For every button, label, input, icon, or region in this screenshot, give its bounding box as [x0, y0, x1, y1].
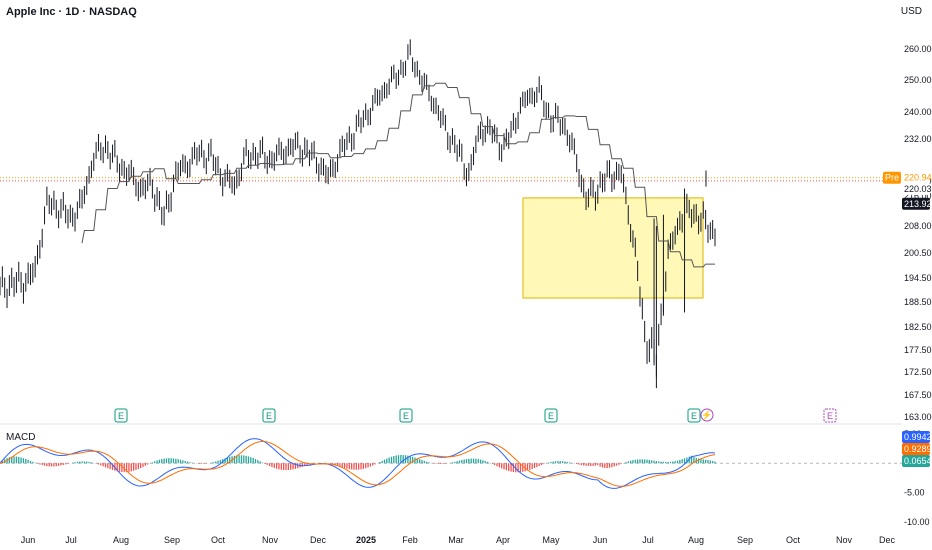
time-axis-tick: Nov	[836, 535, 853, 545]
price-axis-tick: 182.50	[904, 322, 932, 332]
macd-axis-tick: -10.00	[904, 517, 930, 527]
price-axis-tick: 232.00	[904, 134, 932, 144]
price-axis-tick: 208.00	[904, 221, 932, 231]
time-axis-tick: Jul	[65, 535, 77, 545]
time-axis-tick: Dec	[879, 535, 896, 545]
macd-value-tag-bg	[902, 443, 930, 455]
last-close-tag-bg	[902, 182, 930, 195]
pre-price-tag: 220.94	[904, 173, 932, 183]
dividend-icon-label: ⚡	[701, 409, 712, 421]
signal-line	[0, 440, 716, 487]
future-earnings-icon[interactable]	[823, 408, 837, 423]
price-axis-tick: 260.00	[904, 44, 932, 54]
ma-value-tag: 213.92	[904, 199, 932, 209]
currency-label[interactable]: USD	[900, 6, 922, 17]
time-axis-tick: Nov	[262, 535, 279, 545]
price-axis-tick: 216.00	[904, 191, 932, 201]
pre-price-tag-bg	[902, 171, 930, 184]
macd-value-tag: 0.9942	[904, 432, 932, 442]
time-axis-tick: Mar	[448, 535, 464, 545]
earnings-icon[interactable]	[114, 408, 128, 423]
earnings-icon[interactable]	[687, 408, 701, 423]
price-axis-tick: 167.50	[904, 390, 932, 400]
price-axis-tick: 200.50	[904, 248, 932, 258]
earnings-icon-label: E	[266, 411, 272, 421]
dividend-icon[interactable]	[700, 408, 714, 422]
chart-title: Apple Inc · 1D · NASDAQ	[6, 6, 137, 18]
macd-value-tag: 0.9289	[904, 444, 932, 454]
macd-axis-tick: -5.00	[904, 488, 925, 498]
macd-value-tag-bg	[902, 431, 930, 443]
time-axis-tick: Jun	[593, 535, 608, 545]
earnings-icon[interactable]	[262, 408, 276, 423]
pre-tag-label: Pre	[885, 173, 899, 183]
time-axis-tick: Oct	[211, 535, 226, 545]
macd-line	[0, 438, 716, 489]
time-axis-tick: Aug	[688, 535, 704, 545]
macd-indicator-label[interactable]: MACD	[6, 432, 36, 443]
time-axis-tick: Dec	[310, 535, 327, 545]
future-earnings-label: E	[827, 411, 833, 421]
time-axis-tick: Oct	[786, 535, 801, 545]
price-axis-tick: 163.00	[904, 412, 932, 422]
price-axis-tick: 250.00	[904, 75, 932, 85]
time-axis-tick: Jun	[21, 535, 36, 545]
earnings-icon-label: E	[403, 411, 409, 421]
time-axis-tick: Jul	[642, 535, 654, 545]
price-axis-tick: 188.50	[904, 297, 932, 307]
pre-tag-bg	[883, 171, 901, 184]
macd-value-tag-bg	[902, 455, 930, 467]
moving-average-line	[81, 82, 715, 268]
earnings-icon-label: E	[691, 411, 697, 421]
time-axis-tick: May	[542, 535, 560, 545]
price-axis-tick: 194.50	[904, 273, 932, 283]
price-axis-tick: 177.50	[904, 345, 932, 355]
time-axis-tick: Sep	[164, 535, 180, 545]
range-rectangle[interactable]	[522, 197, 704, 299]
ma-value-tag-bg	[902, 197, 930, 210]
price-axis-tick: 172.50	[904, 367, 932, 377]
time-axis-tick: Aug	[113, 535, 129, 545]
last-close-tag: 220.03	[904, 184, 932, 194]
time-axis-tick: Sep	[737, 535, 753, 545]
price-axis-tick: 240.00	[904, 107, 932, 117]
time-axis-tick: 2025	[356, 535, 376, 545]
earnings-icon[interactable]	[544, 408, 558, 423]
macd-value-tag: 0.0654	[904, 456, 932, 466]
earnings-icon-label: E	[548, 411, 554, 421]
time-axis-tick: Apr	[496, 535, 510, 545]
time-axis-tick: Feb	[402, 535, 418, 545]
earnings-icon[interactable]	[399, 408, 413, 423]
earnings-icon-label: E	[118, 411, 124, 421]
